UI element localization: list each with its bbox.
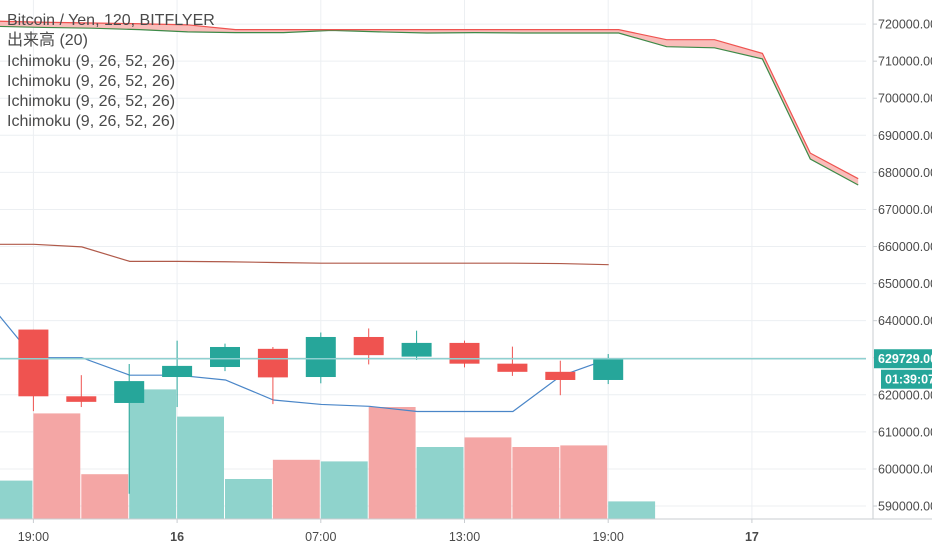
candle-down bbox=[449, 342, 480, 364]
candle-up bbox=[401, 342, 432, 357]
countdown-badge bbox=[881, 369, 932, 389]
x-tick-label: 17 bbox=[745, 530, 759, 544]
volume-bar bbox=[0, 480, 33, 519]
y-tick-label: 710000.00 bbox=[878, 55, 932, 69]
volume-bar bbox=[129, 389, 177, 519]
legend-ichimoku-4[interactable]: Ichimoku (9, 26, 52, 26) bbox=[7, 113, 176, 131]
volume-bar bbox=[368, 407, 416, 519]
y-tick-label: 680000.00 bbox=[878, 166, 932, 180]
leading-span-a bbox=[0, 25, 859, 186]
volume-bar bbox=[81, 474, 129, 519]
legend-ichimoku-1[interactable]: Ichimoku (9, 26, 52, 26) bbox=[7, 52, 176, 70]
volume-bar bbox=[33, 413, 81, 519]
y-tick-label: 670000.00 bbox=[878, 203, 932, 217]
y-tick-label: 640000.00 bbox=[878, 314, 932, 328]
volume-bar bbox=[608, 501, 656, 519]
legend-ichimoku-3[interactable]: Ichimoku (9, 26, 52, 26) bbox=[7, 93, 176, 111]
candle-up bbox=[593, 358, 624, 380]
x-tick-label: 19:00 bbox=[18, 530, 49, 544]
volume-bar bbox=[177, 416, 224, 519]
current-price-label: 629729.00 bbox=[878, 352, 932, 366]
conversion-line bbox=[0, 315, 609, 413]
candle-up bbox=[210, 346, 240, 368]
candle-down bbox=[353, 336, 384, 356]
candlesticks bbox=[18, 328, 624, 494]
candle-down bbox=[545, 371, 576, 380]
volume-bar bbox=[272, 459, 320, 519]
volume-bar bbox=[464, 437, 512, 519]
current-price-badge bbox=[874, 349, 932, 369]
y-tick-label: 690000.00 bbox=[878, 129, 932, 143]
x-tick-label: 07:00 bbox=[305, 530, 336, 544]
y-tick-label: 620000.00 bbox=[878, 388, 932, 402]
y-tick-label: 700000.00 bbox=[878, 92, 932, 106]
candle-down bbox=[497, 363, 528, 372]
countdown-label: 01:39:07 bbox=[885, 373, 932, 387]
chart-legend: Bitcoin / Yen, 120, BITFLYER 出来高 (20) Ic… bbox=[7, 11, 215, 133]
leading-span-b bbox=[0, 20, 859, 180]
volume-bar bbox=[320, 461, 368, 519]
candle-up bbox=[305, 336, 336, 378]
y-tick-label: 600000.00 bbox=[878, 462, 932, 476]
legend-volume[interactable]: 出来高 (20) bbox=[7, 32, 88, 50]
legend-ichimoku-2[interactable]: Ichimoku (9, 26, 52, 26) bbox=[7, 72, 176, 90]
candle-up bbox=[114, 381, 145, 403]
x-tick-label: 19:00 bbox=[593, 530, 624, 544]
base-line bbox=[0, 243, 609, 266]
candle-down bbox=[18, 329, 49, 397]
volume-bar bbox=[225, 479, 272, 519]
ichimoku-cloud bbox=[0, 20, 859, 186]
volume-bar bbox=[560, 445, 608, 519]
ichimoku-lines bbox=[0, 243, 609, 413]
x-tick-label: 16 bbox=[170, 530, 184, 544]
candle-down bbox=[257, 348, 288, 378]
x-tick-label: 13:00 bbox=[449, 530, 480, 544]
y-tick-label: 720000.00 bbox=[878, 18, 932, 32]
volume-bar bbox=[512, 447, 560, 519]
legend-symbol[interactable]: Bitcoin / Yen, 120, BITFLYER bbox=[7, 12, 215, 29]
y-tick-label: 610000.00 bbox=[878, 425, 932, 439]
y-tick-label: 660000.00 bbox=[878, 240, 932, 254]
y-tick-label: 590000.00 bbox=[878, 500, 932, 514]
y-tick-label: 650000.00 bbox=[878, 277, 932, 291]
candle-down bbox=[66, 396, 97, 402]
candle-up bbox=[162, 365, 193, 378]
volume-bars bbox=[0, 389, 656, 519]
volume-bar bbox=[416, 447, 464, 519]
